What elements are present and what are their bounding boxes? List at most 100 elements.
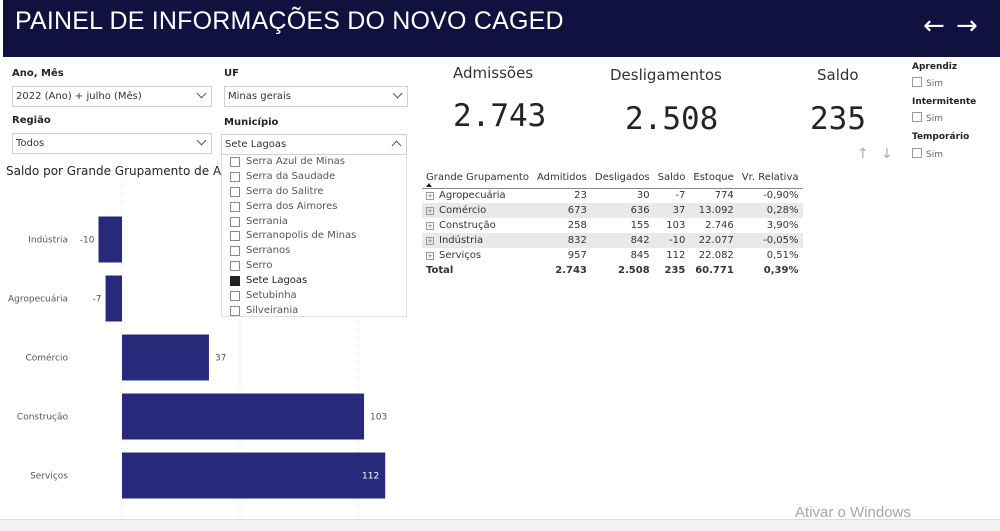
municipio-option[interactable]: Serro bbox=[222, 259, 406, 274]
municipio-option[interactable]: Setubinha bbox=[222, 289, 406, 304]
municipio-option[interactable]: Silveirania bbox=[222, 304, 406, 316]
bar-4[interactable] bbox=[122, 452, 386, 499]
checkbox-icon[interactable] bbox=[230, 261, 240, 272]
municipio-option-label: Serra da Saudade bbox=[246, 170, 336, 182]
checkbox-icon[interactable] bbox=[230, 186, 240, 197]
data-label: 112 bbox=[362, 472, 379, 482]
bar-2[interactable] bbox=[122, 334, 209, 381]
intermitente-sim-checkbox[interactable]: Sim bbox=[912, 112, 943, 124]
checkbox-icon[interactable] bbox=[230, 157, 240, 167]
table-cell: 832 bbox=[567, 235, 587, 246]
table-cell-wrapper: -7 bbox=[654, 188, 690, 203]
checkbox-icon[interactable] bbox=[230, 216, 240, 227]
page-title: PAINEL DE INFORMAÇÕES DO NOVO CAGED bbox=[15, 7, 564, 35]
table-cell: 0,39% bbox=[763, 265, 799, 276]
table-cell: 60.771 bbox=[695, 265, 734, 276]
checkbox-icon bbox=[912, 148, 922, 158]
table-cell: 22.077 bbox=[698, 235, 734, 246]
municipio-option[interactable]: Sete Lagoas bbox=[222, 274, 406, 289]
table-cell: 37 bbox=[672, 205, 686, 216]
col-header-admitidos[interactable]: Admitidos bbox=[532, 168, 591, 189]
municipio-option[interactable]: Serranopolis de Minas bbox=[222, 229, 406, 244]
expand-icon[interactable]: + bbox=[426, 252, 434, 260]
checkbox-icon[interactable] bbox=[230, 171, 240, 182]
table-cell-wrapper: + Serviços bbox=[422, 248, 533, 263]
temporario-sim-checkbox[interactable]: Sim bbox=[912, 148, 943, 160]
table-cell-wrapper: 3,90% bbox=[738, 218, 803, 233]
saldo-bar-chart: Indústria -10 Agropecuária -7 Comércio 37 Cons… bbox=[0, 180, 420, 520]
municipio-option[interactable]: Serra da Saudade bbox=[222, 170, 406, 185]
table-cell-wrapper: -10 bbox=[653, 233, 690, 248]
checkbox-icon[interactable] bbox=[230, 305, 240, 316]
table-cell-wrapper: 37 bbox=[653, 203, 690, 218]
table-cell: Agropecuária bbox=[439, 190, 506, 202]
expand-icon[interactable]: + bbox=[426, 222, 434, 230]
aprendiz-label: Aprendiz bbox=[912, 62, 958, 72]
category-label: Serviços bbox=[30, 472, 68, 482]
municipio-option[interactable]: Serra do Salitre bbox=[222, 185, 406, 200]
uf-dropdown[interactable]: Minas gerais bbox=[224, 86, 408, 107]
checkbox-icon[interactable] bbox=[230, 201, 240, 212]
table-cell: Serviços bbox=[439, 250, 482, 261]
table-cell: -0,90% bbox=[763, 190, 799, 202]
table-cell: 673 bbox=[567, 205, 587, 216]
table-cell-wrapper: 22.077 bbox=[689, 233, 738, 248]
checkbox-icon[interactable] bbox=[230, 291, 240, 302]
forward-arrow-icon[interactable]: → bbox=[956, 11, 978, 41]
col-header-vr-relativa[interactable]: Vr. Relativa bbox=[737, 168, 803, 189]
municipio-option-label: Silveirania bbox=[246, 304, 299, 316]
table-cell: -10 bbox=[669, 235, 686, 246]
bar-3[interactable] bbox=[122, 393, 365, 440]
table-cell-wrapper: 155 bbox=[591, 218, 654, 233]
desligamentos-value: 2.508 bbox=[625, 101, 719, 137]
municipio-option[interactable]: Serrania bbox=[222, 215, 406, 230]
municipio-option[interactable]: Serranos bbox=[222, 244, 406, 259]
data-label: 37 bbox=[215, 354, 226, 364]
col-header-grupamento[interactable]: Grande Grupamento bbox=[422, 168, 533, 189]
bar-0[interactable] bbox=[98, 216, 123, 263]
col-header-saldo[interactable]: Saldo bbox=[653, 168, 690, 189]
arrow-down-icon[interactable]: ↓ bbox=[881, 146, 893, 162]
expand-icon[interactable]: + bbox=[426, 207, 434, 215]
col-header-estoque[interactable]: Estoque bbox=[689, 168, 738, 189]
regiao-dropdown[interactable]: Todos bbox=[12, 133, 212, 154]
checkbox-icon bbox=[912, 112, 922, 122]
aprendiz-sim-checkbox[interactable]: Sim bbox=[912, 77, 943, 89]
checkbox-icon[interactable] bbox=[230, 246, 240, 257]
table-cell: 957 bbox=[567, 250, 587, 261]
ano-mes-dropdown[interactable]: 2022 (Ano) + julho (Mês) bbox=[12, 86, 212, 107]
expand-icon[interactable]: + bbox=[426, 237, 434, 245]
back-arrow-icon[interactable]: ← bbox=[923, 11, 945, 41]
bar-1[interactable] bbox=[105, 275, 122, 322]
header-bar: PAINEL DE INFORMAÇÕES DO NOVO CAGED ← → bbox=[3, 0, 1000, 57]
intermitente-label: Intermitente bbox=[912, 97, 977, 107]
table-cell-wrapper: 0,28% bbox=[737, 203, 803, 218]
table-cell-wrapper: 832 bbox=[532, 233, 591, 248]
municipio-option[interactable]: Serra dos Aimores bbox=[222, 200, 406, 215]
table-cell-wrapper: 957 bbox=[533, 248, 591, 263]
category-label: Agropecuária bbox=[8, 295, 68, 305]
checkbox-icon[interactable] bbox=[230, 231, 240, 242]
table-cell: 0,51% bbox=[766, 250, 799, 261]
table-cell: 2.743 bbox=[555, 265, 587, 276]
data-label: -7 bbox=[93, 295, 102, 305]
municipio-option[interactable]: Serra Azul de Minas bbox=[222, 155, 406, 170]
table-cell-wrapper: 2.746 bbox=[689, 218, 737, 233]
admissoes-value: 2.743 bbox=[453, 98, 547, 134]
table-cell-wrapper: 22.082 bbox=[689, 248, 737, 263]
checkbox-icon bbox=[912, 77, 922, 87]
col-header-desligados[interactable]: Desligados bbox=[590, 168, 654, 189]
windows-activation-watermark: Ativar o Windows bbox=[795, 504, 911, 521]
table-cell-wrapper: 2.508 bbox=[591, 263, 654, 278]
regiao-value: Todos bbox=[16, 138, 45, 149]
chevron-down-icon bbox=[196, 88, 207, 99]
arrow-up-icon[interactable]: ↑ bbox=[857, 146, 869, 162]
admissoes-label: Admissões bbox=[453, 64, 534, 82]
grupamento-matrix-table: Grande Grupamento Admitidos Desligados S… bbox=[422, 168, 803, 278]
municipio-options-list[interactable]: Serra Azul de Minas Serra da Saudade Serra… bbox=[221, 155, 407, 317]
checkbox-checked-icon[interactable] bbox=[230, 276, 240, 287]
expand-icon[interactable]: + bbox=[426, 192, 434, 201]
municipio-dropdown[interactable]: Sete Lagoas bbox=[221, 134, 407, 155]
table-cell: Indústria bbox=[439, 235, 484, 246]
table-cell: 258 bbox=[567, 220, 587, 231]
